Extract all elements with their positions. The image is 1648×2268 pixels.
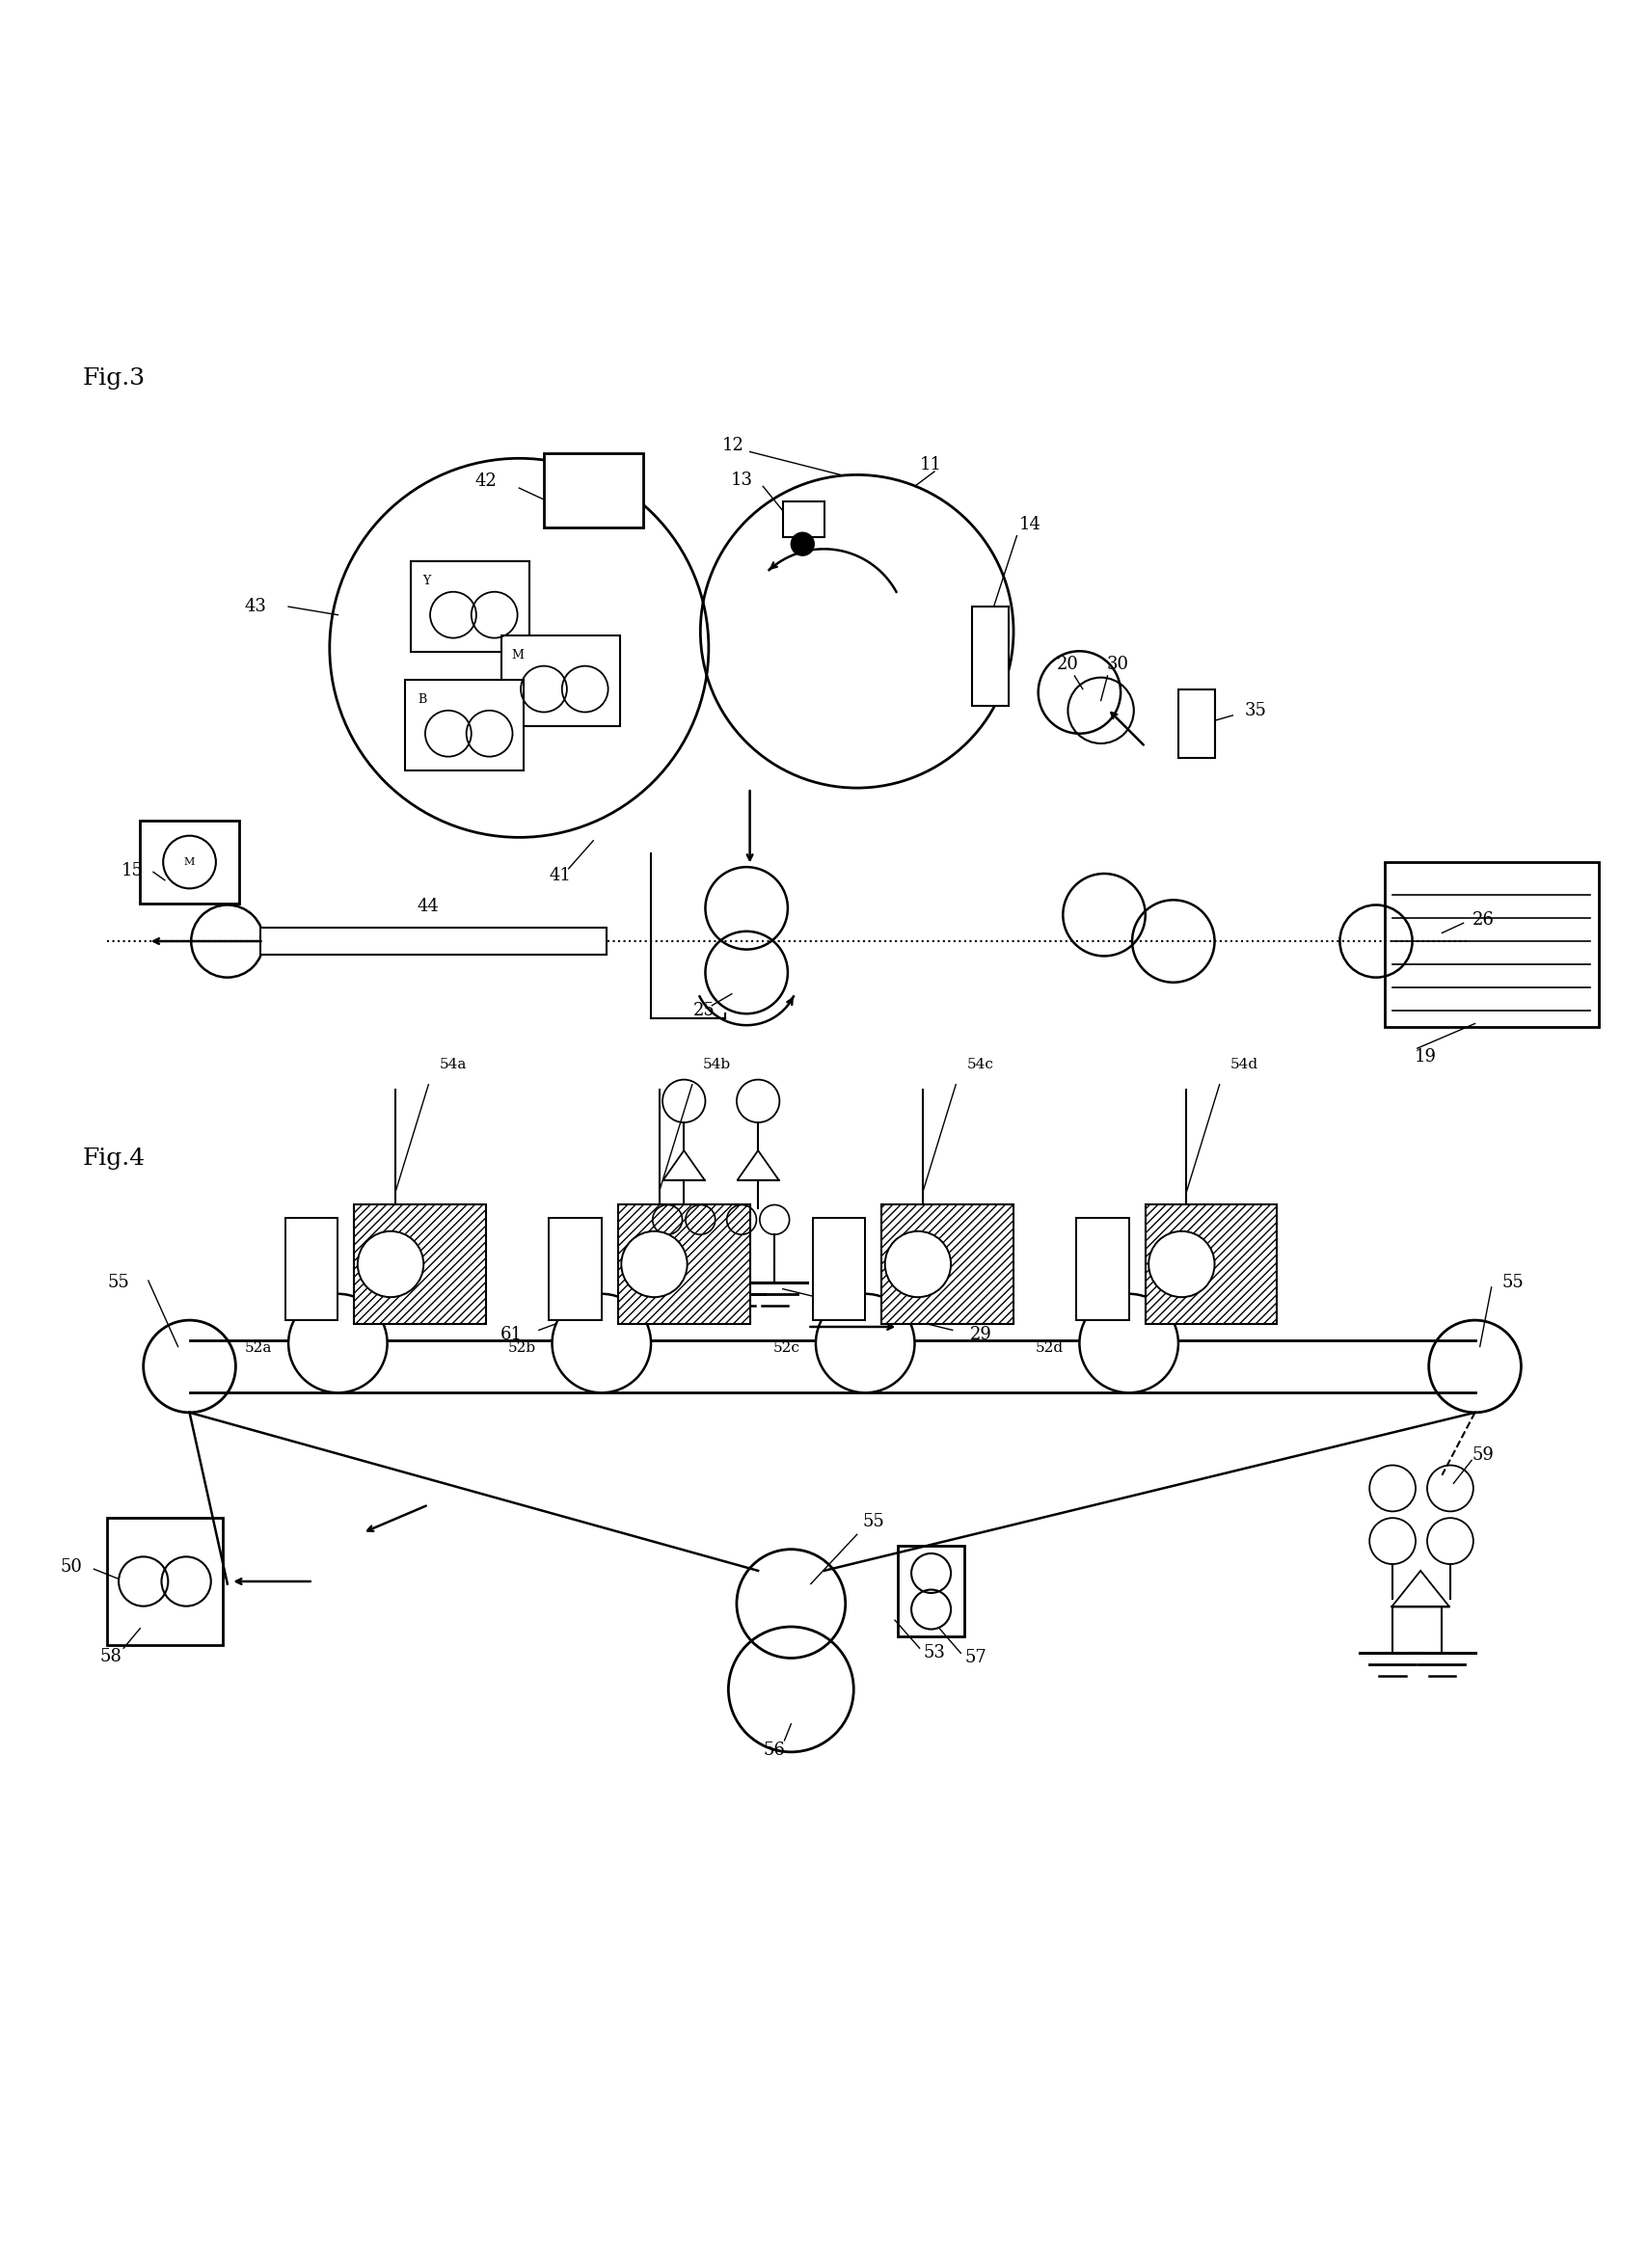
Bar — [405, 680, 524, 771]
Text: 58: 58 — [99, 1649, 122, 1665]
Text: 56: 56 — [763, 1742, 786, 1760]
Bar — [898, 1547, 964, 1637]
Text: 52b: 52b — [508, 1340, 537, 1354]
Bar — [1076, 1218, 1129, 1320]
Bar — [1145, 1204, 1277, 1325]
Text: 54c: 54c — [967, 1059, 994, 1070]
Text: 11: 11 — [920, 456, 943, 474]
Text: 53: 53 — [923, 1644, 946, 1662]
Text: 44: 44 — [417, 898, 440, 916]
Bar — [260, 928, 606, 955]
Circle shape — [791, 533, 814, 556]
Text: 29: 29 — [969, 1327, 992, 1343]
Text: 35: 35 — [1244, 701, 1267, 719]
Circle shape — [1149, 1232, 1215, 1297]
Text: 26: 26 — [1472, 912, 1495, 928]
Text: 54d: 54d — [1229, 1059, 1259, 1070]
Bar — [544, 454, 643, 528]
Bar — [410, 562, 529, 651]
Text: 13: 13 — [730, 472, 753, 488]
Bar — [972, 606, 1009, 705]
Text: 14: 14 — [1018, 515, 1042, 533]
Text: Y: Y — [424, 574, 430, 587]
Circle shape — [885, 1232, 951, 1297]
Bar — [882, 1204, 1014, 1325]
Text: 52d: 52d — [1035, 1340, 1065, 1354]
Text: Fig.4: Fig.4 — [82, 1148, 145, 1170]
Text: 50: 50 — [59, 1558, 82, 1576]
Bar — [107, 1517, 222, 1644]
Text: 61: 61 — [499, 1327, 522, 1343]
Text: 52c: 52c — [773, 1340, 799, 1354]
Circle shape — [288, 1293, 387, 1393]
Text: B: B — [417, 694, 427, 705]
Text: 42: 42 — [475, 472, 498, 490]
Text: M: M — [185, 857, 194, 866]
Bar — [812, 1218, 865, 1320]
Circle shape — [816, 1293, 915, 1393]
Text: 59: 59 — [1472, 1447, 1495, 1465]
Text: 54b: 54b — [702, 1059, 732, 1070]
Bar — [1178, 689, 1215, 758]
Text: 41: 41 — [549, 866, 572, 885]
Text: 19: 19 — [1414, 1048, 1437, 1066]
Bar — [783, 501, 824, 538]
Bar — [285, 1218, 338, 1320]
Text: 25: 25 — [692, 1002, 715, 1018]
Bar — [501, 635, 620, 726]
Text: 12: 12 — [722, 435, 745, 454]
Text: 20: 20 — [1056, 655, 1079, 674]
Bar — [618, 1204, 750, 1325]
Circle shape — [552, 1293, 651, 1393]
Text: 52a: 52a — [246, 1340, 272, 1354]
Circle shape — [358, 1232, 424, 1297]
Text: 30: 30 — [1106, 655, 1129, 674]
Bar — [140, 821, 239, 903]
Bar — [1384, 862, 1599, 1027]
Text: 55: 55 — [862, 1513, 885, 1531]
Circle shape — [621, 1232, 687, 1297]
Text: 57: 57 — [964, 1649, 987, 1667]
Text: 15: 15 — [120, 862, 143, 880]
Bar — [549, 1218, 602, 1320]
Text: M: M — [511, 649, 524, 662]
Text: 43: 43 — [244, 599, 267, 615]
Text: 55: 55 — [107, 1275, 130, 1290]
Bar — [354, 1204, 486, 1325]
Text: Fig.3: Fig.3 — [82, 367, 145, 390]
Circle shape — [1079, 1293, 1178, 1393]
Text: 55: 55 — [1501, 1275, 1524, 1290]
Text: 54a: 54a — [440, 1059, 466, 1070]
